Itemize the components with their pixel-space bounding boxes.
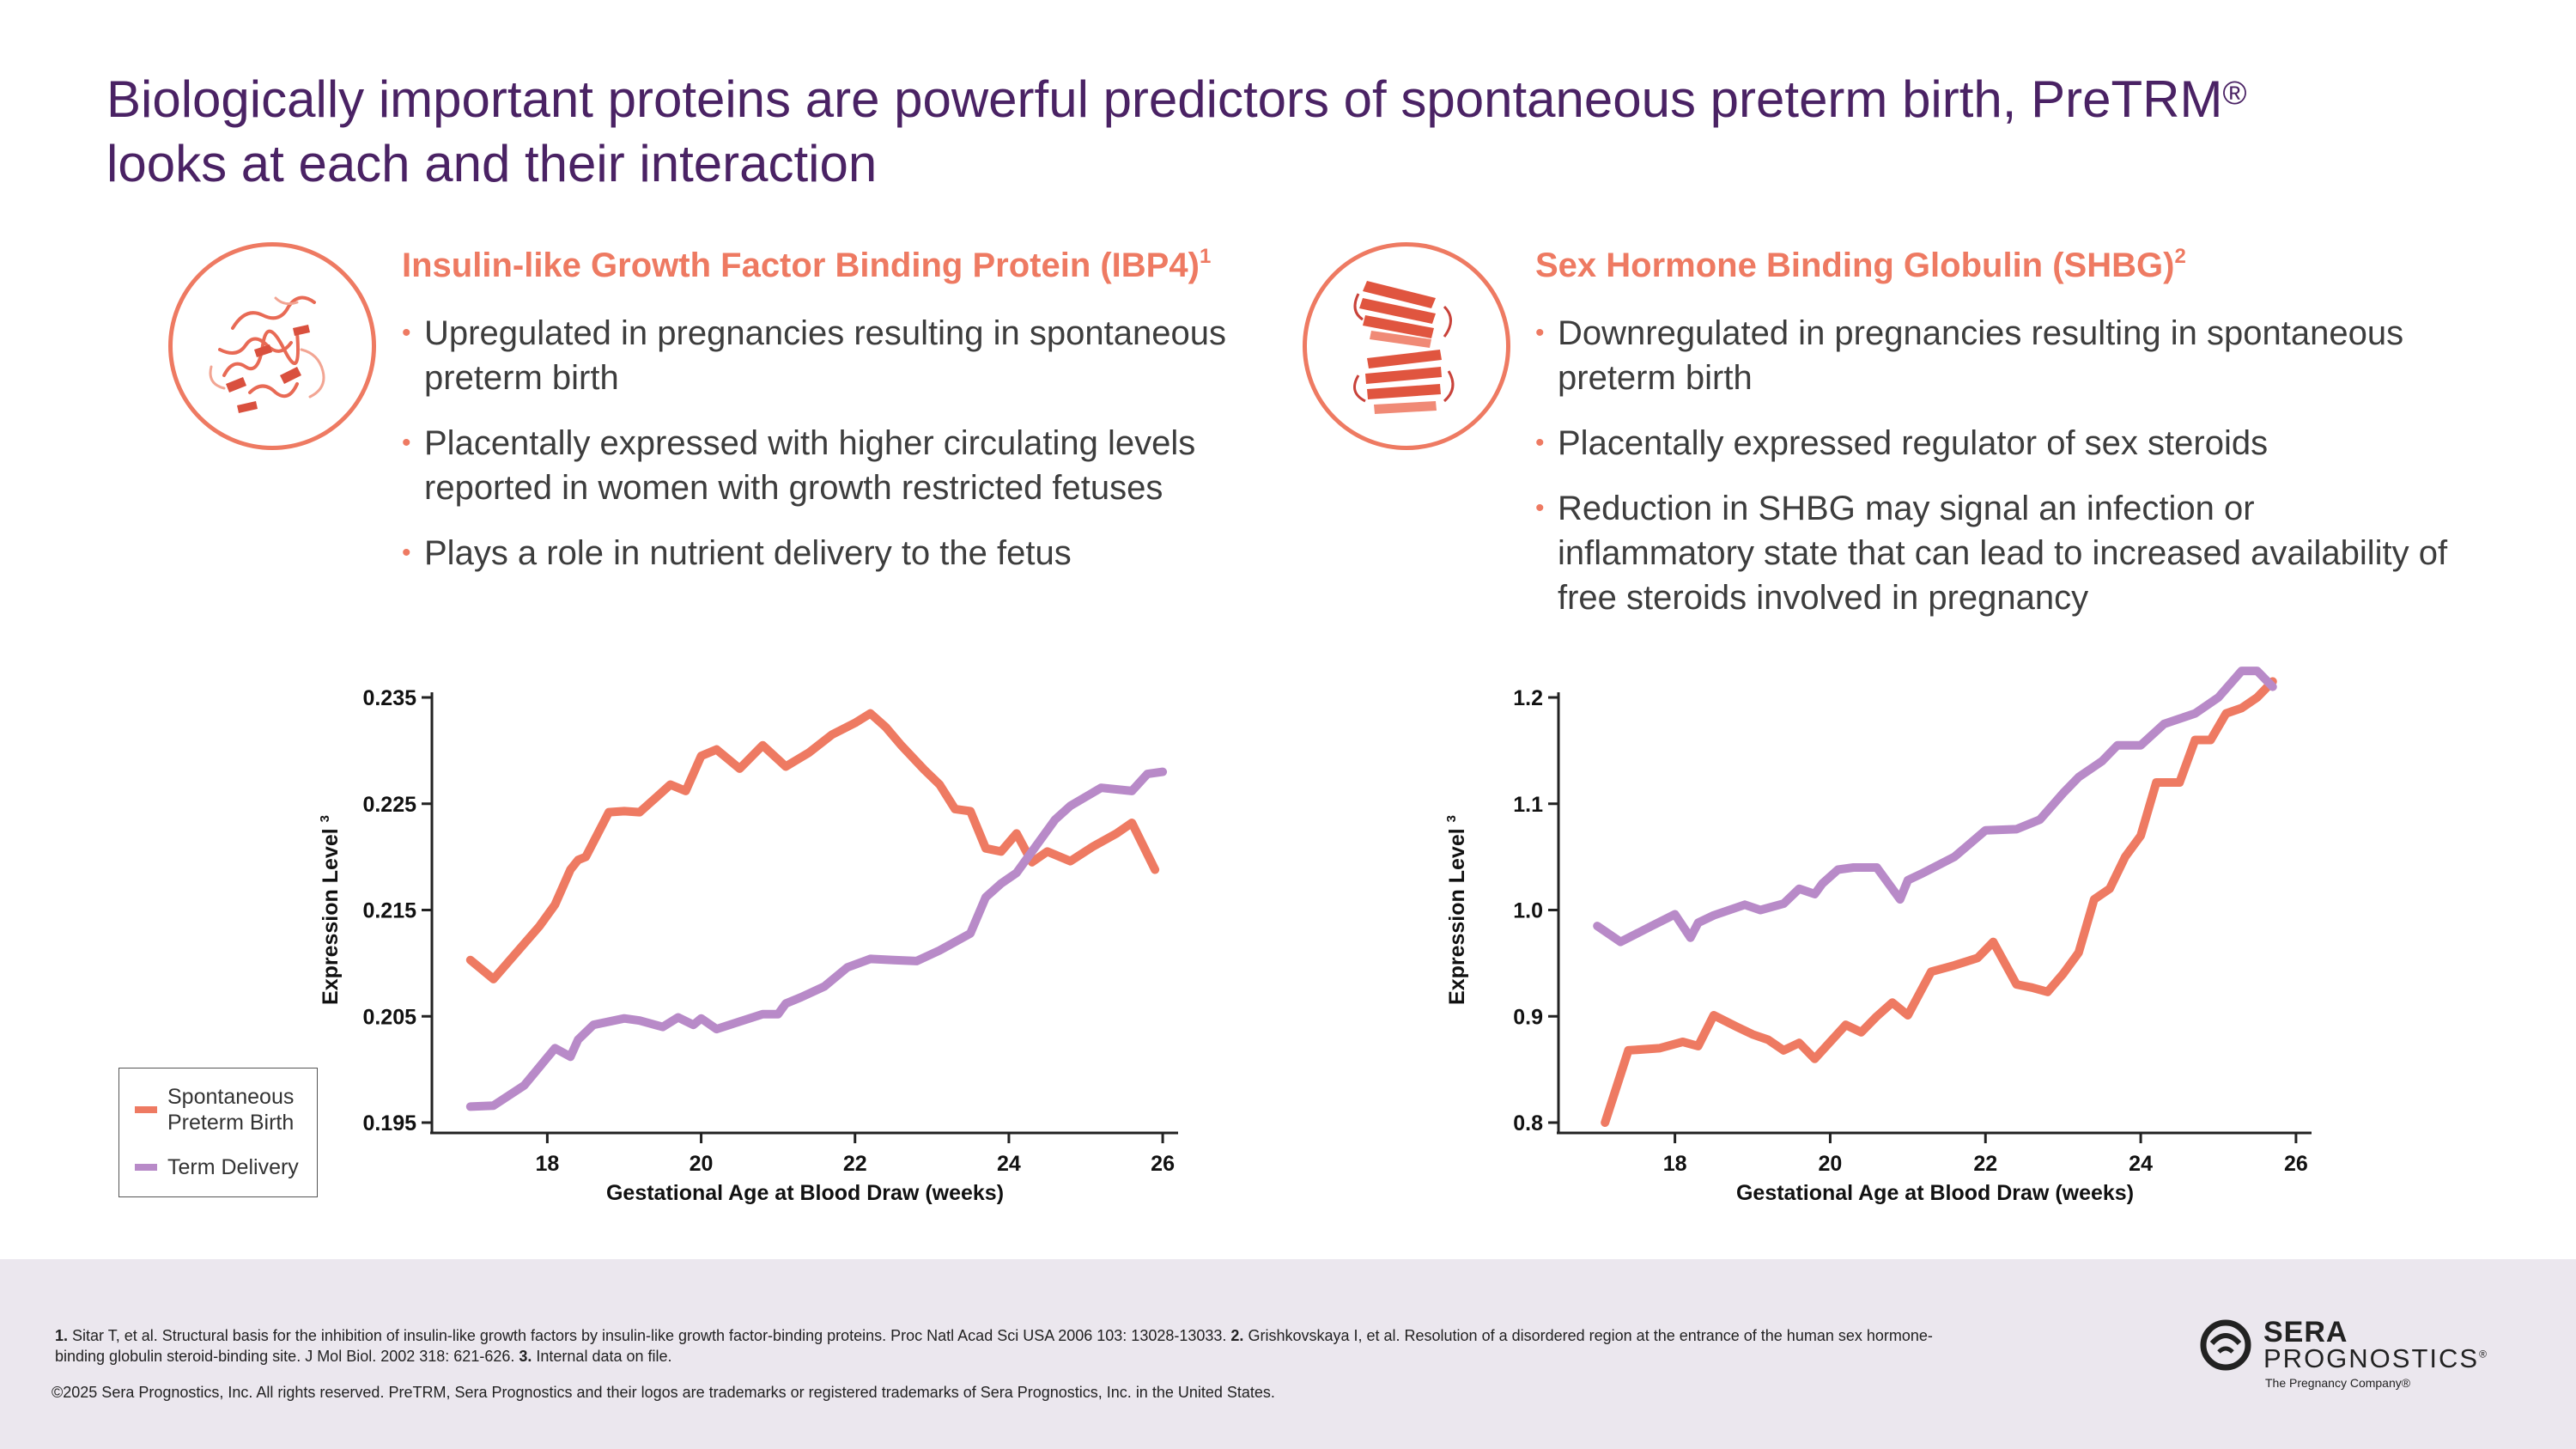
footer-band [0, 1259, 2576, 1449]
ref2-number: 2. [1230, 1327, 1244, 1344]
ibp4-heading-text: Insulin-like Growth Factor Binding Prote… [402, 247, 1200, 284]
chart2-y-tick-label: 1.0 [1513, 899, 1543, 923]
logo-line2: PROGNOSTICS® [2263, 1343, 2488, 1374]
shbg-bullet-list: Downregulated in pregnancies resulting i… [1535, 311, 2454, 641]
ref1-text: Sitar T, et al. Structural basis for the… [72, 1327, 1227, 1344]
logo-line1: SERA [2263, 1316, 2348, 1349]
chart1-y-axis-label-ref: 3 [318, 815, 332, 822]
registered-mark: ® [2222, 76, 2247, 112]
chart2-x-tick-label: 24 [2129, 1152, 2153, 1176]
shbg-structure-icon [1353, 281, 1455, 414]
copyright: ©2025 Sera Prognostics, Inc. All rights … [52, 1384, 1275, 1401]
chart1-y-tick-label: 0.215 [362, 899, 416, 923]
ibp4-heading-ref: 1 [1199, 245, 1212, 268]
chart2-y-axis-label-ref: 3 [1444, 815, 1459, 822]
page-title-text: Biologically important proteins are powe… [106, 70, 2223, 128]
legend-label-term: Term Delivery [167, 1155, 299, 1179]
chart1-series-term-line [465, 767, 1168, 1111]
chart2-x-tick-label: 18 [1663, 1152, 1687, 1176]
logo-mark-icon [2200, 1319, 2251, 1371]
ref3-text: Internal data on file. [536, 1348, 672, 1365]
chart2-x-tick-label: 26 [2284, 1152, 2308, 1176]
sera-prognostics-logo: SERA PROGNOSTICS® The Pregnancy Company® [2200, 1314, 2509, 1400]
legend-swatch-term [135, 1164, 157, 1171]
chart1-y-tick-label: 0.235 [362, 686, 416, 710]
shbg-bullet: Reduction in SHBG may signal an infectio… [1535, 486, 2454, 620]
shbg-heading-ref: 2 [2174, 245, 2186, 268]
legend-label-sptb-line2: Preterm Birth [167, 1111, 295, 1135]
chart2-y-tick-label: 0.9 [1513, 1005, 1543, 1029]
ibp4-structure-icon [209, 295, 325, 413]
ibp4-bullet: Placentally expressed with higher circul… [402, 421, 1303, 510]
chart2-y-axis-label: Expression Level 3 [1444, 815, 1469, 1005]
chart2-y-tick-label: 0.8 [1513, 1111, 1543, 1135]
shbg-heading-text: Sex Hormone Binding Globulin (SHBG) [1535, 247, 2175, 284]
logo-line2-text: PROGNOSTICS [2263, 1343, 2480, 1373]
chart1-x-tick-label: 20 [690, 1152, 714, 1176]
chart2-series-term-line [1593, 667, 2277, 947]
ibp4-bullet: Upregulated in pregnancies resulting in … [402, 311, 1303, 400]
legend-item-sptb: Spontaneous Preterm Birth [135, 1084, 294, 1135]
chart1-y-tick-label: 0.225 [362, 793, 416, 817]
chart2-series-sptb-line [1601, 677, 2277, 1127]
chart1-x-tick-label: 24 [997, 1152, 1021, 1176]
legend-label-sptb-line1: Spontaneous [167, 1085, 295, 1109]
shbg-protein-icon [1303, 242, 1510, 450]
ibp4-heading: Insulin-like Growth Factor Binding Prote… [402, 245, 1212, 285]
shbg-heading: Sex Hormone Binding Globulin (SHBG)2 [1535, 245, 2186, 285]
chart2-y-tick-label: 1.2 [1513, 686, 1543, 710]
ibp4-protein-icon [168, 242, 376, 450]
ref1-number: 1. [55, 1327, 69, 1344]
legend-swatch-sptb [135, 1106, 157, 1113]
shbg-bullet: Downregulated in pregnancies resulting i… [1535, 311, 2454, 400]
page-title-line2: looks at each and their interaction [106, 135, 878, 192]
charts-canvas: 0.195 0.205 0.215 0.225 0.235 18 20 22 24 26 Gesta… [318, 667, 2312, 1205]
chart1-x-tick-label: 18 [535, 1152, 559, 1176]
logo-tagline: The Pregnancy Company® [2265, 1376, 2411, 1390]
chart2-y-tick-label: 1.1 [1513, 793, 1543, 817]
ibp4-bullet-list: Upregulated in pregnancies resulting in … [402, 311, 1303, 596]
chart1-series-sptb-line [465, 709, 1160, 983]
chart1-x-tick-label: 26 [1151, 1152, 1175, 1176]
page-title: Biologically important proteins are powe… [106, 67, 2476, 196]
ref3-number: 3. [519, 1348, 532, 1365]
chart1-x-tick-label: 22 [843, 1152, 867, 1176]
chart1-x-axis-label: Gestational Age at Blood Draw (weeks) [606, 1181, 1004, 1205]
ref2-text: Grishkovskaya I, et al. Resolution of a … [55, 1327, 1933, 1365]
logo-registered: ® [2479, 1348, 2488, 1361]
chart2-x-tick-label: 20 [1819, 1152, 1843, 1176]
chart-legend: Spontaneous Preterm Birth Term Delivery [118, 1068, 318, 1197]
chart2-x-axis-label: Gestational Age at Blood Draw (weeks) [1736, 1181, 2134, 1205]
chart1-y-tick-label: 0.195 [362, 1111, 416, 1135]
legend-item-term: Term Delivery [135, 1154, 299, 1180]
chart2-x-tick-label: 22 [1973, 1152, 1997, 1176]
chart1-y-tick-label: 0.205 [362, 1005, 416, 1029]
references: 1. Sitar T, et al. Structural basis for … [55, 1325, 1970, 1367]
chart1-y-axis-label: Expression Level 3 [318, 815, 343, 1005]
legend-label-sptb: Spontaneous Preterm Birth [167, 1084, 294, 1135]
ibp4-bullet: Plays a role in nutrient delivery to the… [402, 531, 1303, 575]
shbg-bullet: Placentally expressed regulator of sex s… [1535, 421, 2454, 466]
